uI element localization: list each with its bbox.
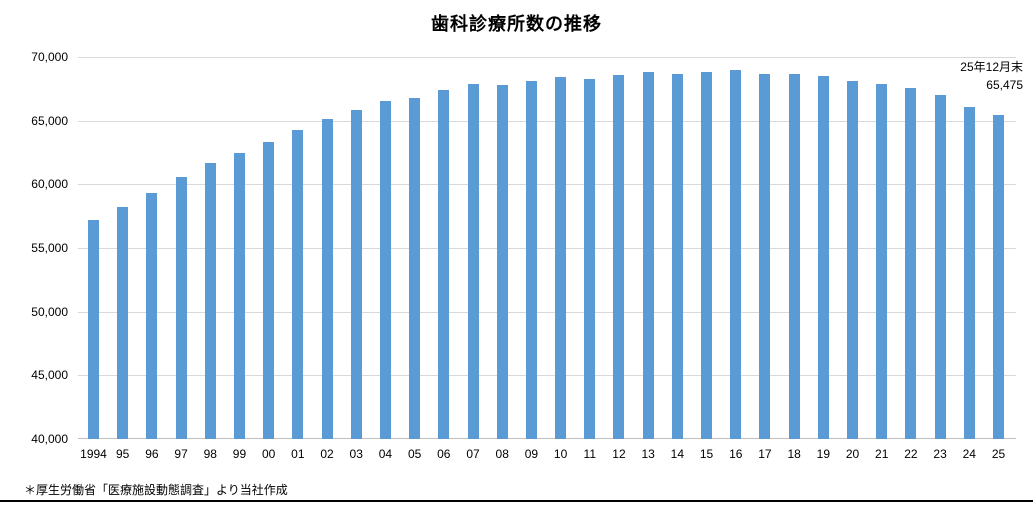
x-tick-label: 19 bbox=[816, 447, 830, 461]
x-tick-label: 00 bbox=[261, 447, 276, 461]
y-tick-label: 55,000 bbox=[31, 241, 68, 255]
x-tick-label: 98 bbox=[203, 447, 217, 461]
bar bbox=[993, 114, 1004, 439]
bar bbox=[496, 85, 508, 439]
x-tick-label: 03 bbox=[349, 447, 363, 461]
bar bbox=[117, 206, 129, 439]
x-tick-label: 99 bbox=[232, 447, 247, 461]
y-tick-label: 60,000 bbox=[31, 177, 68, 192]
x-tick-label: 14 bbox=[670, 447, 685, 461]
bar bbox=[759, 74, 771, 439]
bar bbox=[613, 75, 625, 439]
x-tick-label: 11 bbox=[583, 447, 597, 461]
gridline bbox=[78, 375, 1016, 377]
bar bbox=[847, 81, 859, 439]
chart-title: 歯科診療所数の推移 bbox=[431, 14, 602, 34]
bar bbox=[730, 70, 742, 439]
x-tick-label: 20 bbox=[845, 447, 860, 461]
bar bbox=[934, 95, 946, 439]
gridline bbox=[78, 120, 1016, 122]
bar bbox=[175, 177, 187, 439]
x-tick-label: 21 bbox=[875, 447, 889, 461]
bar bbox=[88, 219, 99, 439]
bar bbox=[701, 72, 713, 439]
x-tick-label: 15 bbox=[699, 447, 714, 461]
x-tick-label: 01 bbox=[291, 447, 305, 461]
x-tick-label: 07 bbox=[466, 447, 480, 461]
x-tick-label: 06 bbox=[437, 447, 451, 461]
x-tick-label: 08 bbox=[495, 447, 509, 461]
x-tick-label: 13 bbox=[641, 447, 655, 461]
gridline bbox=[78, 311, 1016, 313]
bar bbox=[788, 73, 800, 439]
bar bbox=[438, 90, 450, 439]
gridline bbox=[78, 57, 1016, 58]
annotation-value: 65,475 bbox=[986, 78, 1023, 92]
bar bbox=[642, 72, 654, 439]
y-tick-label: 65,000 bbox=[31, 113, 68, 128]
y-tick-label: 45,000 bbox=[31, 368, 68, 383]
bar bbox=[905, 87, 917, 439]
x-tick-label: 95 bbox=[116, 447, 130, 461]
source-note: ＊厚生労働省「医療施設動態調査」より当社作成 bbox=[24, 483, 288, 497]
x-tick-label: 09 bbox=[524, 447, 539, 461]
bar bbox=[379, 100, 391, 439]
bar bbox=[963, 106, 975, 439]
bar bbox=[350, 109, 362, 439]
bar bbox=[817, 76, 829, 439]
x-tick-label: 02 bbox=[320, 447, 334, 461]
bar bbox=[204, 163, 216, 439]
annotation-date: 25年12月末 bbox=[960, 60, 1023, 74]
bar bbox=[233, 152, 245, 439]
y-tick-label: 70,000 bbox=[31, 50, 68, 64]
x-tick-label: 12 bbox=[612, 447, 626, 461]
gridline bbox=[78, 184, 1016, 186]
gridline bbox=[78, 248, 1016, 249]
bar bbox=[876, 83, 888, 439]
x-tick-label: 23 bbox=[933, 447, 947, 461]
x-tick-label: 04 bbox=[378, 447, 393, 461]
x-tick-label: 05 bbox=[407, 447, 422, 461]
bottom-border-line bbox=[0, 500, 1033, 502]
x-tick-label: 97 bbox=[174, 447, 188, 461]
x-tick-label: 24 bbox=[962, 447, 976, 461]
bar bbox=[321, 119, 333, 439]
x-tick-label: 25 bbox=[991, 447, 1006, 461]
x-tick-label: 10 bbox=[553, 447, 568, 461]
x-tick-label: 16 bbox=[729, 447, 743, 461]
plot-area bbox=[78, 57, 1016, 439]
y-tick-label: 40,000 bbox=[31, 432, 68, 446]
x-axis-line bbox=[78, 438, 1016, 439]
x-tick-label: 18 bbox=[787, 447, 801, 461]
bar bbox=[263, 141, 275, 439]
bar bbox=[467, 84, 479, 439]
bar bbox=[671, 74, 683, 439]
bar bbox=[555, 76, 567, 439]
bar bbox=[146, 193, 158, 439]
x-tick-label: 1994 bbox=[80, 447, 107, 461]
bar bbox=[292, 130, 304, 439]
annotation: 25年12月末 65,475 bbox=[960, 58, 1023, 94]
x-tick-label: 17 bbox=[758, 447, 772, 461]
bar bbox=[525, 80, 537, 439]
bar bbox=[584, 79, 596, 439]
x-tick-label: 22 bbox=[904, 447, 918, 461]
bar bbox=[409, 98, 421, 439]
x-tick-label: 96 bbox=[145, 447, 159, 461]
y-tick-label: 50,000 bbox=[31, 304, 68, 319]
